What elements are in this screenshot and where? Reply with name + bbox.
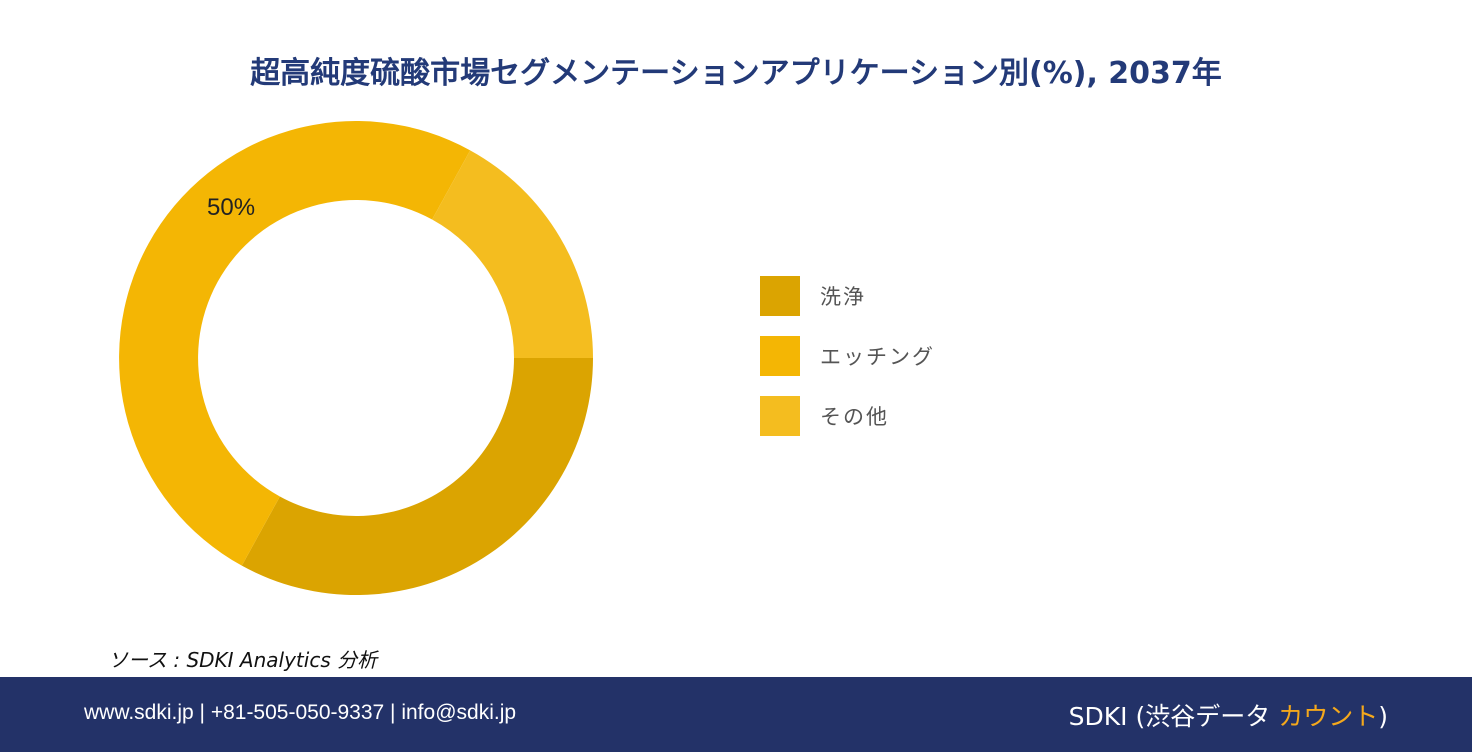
legend-swatch-other xyxy=(760,396,800,436)
footer-brand: SDKI (渋谷データ カウント) xyxy=(1069,697,1388,733)
legend-item-other: その他 xyxy=(760,396,935,436)
data-label-etching: 50% xyxy=(207,194,255,221)
footer-brand-prefix: SDKI (渋谷データ xyxy=(1068,702,1279,731)
donut-slice-etching xyxy=(119,121,471,566)
chart-title: 超高純度硫酸市場セグメンテーションアプリケーション別(%), 2037年 xyxy=(250,56,1222,91)
legend-swatch-etching xyxy=(760,336,800,376)
source-note: ソース : SDKI Analytics 分析 xyxy=(108,648,378,672)
legend-label-other: その他 xyxy=(820,405,889,429)
legend-item-washing: 洗浄 xyxy=(760,276,935,316)
legend-swatch-washing xyxy=(760,276,800,316)
legend-item-etching: エッチング xyxy=(760,336,935,376)
donut-slice-other xyxy=(432,150,593,358)
footer-contact: www.sdki.jp | +81-505-050-9337 | info@sd… xyxy=(84,701,517,724)
donut-chart: 50% xyxy=(119,121,593,595)
footer-brand-suffix: ) xyxy=(1378,702,1388,731)
footer-brand-accent: カウント xyxy=(1278,702,1379,731)
legend: 洗浄 エッチング その他 xyxy=(760,276,935,456)
legend-label-etching: エッチング xyxy=(820,345,935,369)
donut-slice-washing xyxy=(241,358,593,595)
footer-bar: www.sdki.jp | +81-505-050-9337 | info@sd… xyxy=(0,677,1472,752)
legend-label-washing: 洗浄 xyxy=(820,285,866,309)
